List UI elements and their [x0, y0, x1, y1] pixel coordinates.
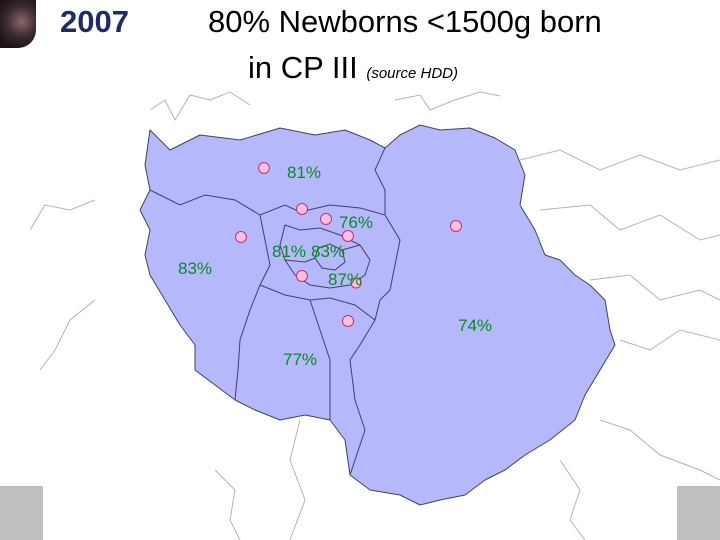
border-south-inner — [309, 299, 331, 420]
marker-south-east — [342, 315, 354, 327]
outer-borders — [29, 91, 720, 540]
border-inner-2 — [341, 244, 361, 251]
border-south — [259, 284, 376, 321]
marker-east — [450, 220, 462, 232]
border-west — [234, 214, 271, 401]
marker-paris-north — [320, 213, 332, 225]
outer-border-north — [149, 91, 251, 122]
outer-border-east-2 — [539, 204, 720, 241]
pct-label-inner-a: 81% — [272, 242, 307, 261]
outer-border-south-west — [289, 419, 306, 540]
pct-label-north: 81% — [287, 163, 322, 182]
corner-block-right — [677, 486, 720, 540]
marker-west — [235, 231, 247, 243]
outer-border-east-3 — [589, 274, 720, 301]
title-line-2-text: in CP III — [248, 50, 358, 85]
pct-label-west: 83% — [178, 259, 213, 278]
pct-label-paris-east: 76% — [339, 213, 374, 232]
title-source: (source HDD) — [366, 65, 459, 82]
pct-label-inner-c: 87% — [328, 270, 363, 289]
outer-border-south-west-2 — [214, 469, 241, 540]
pct-label-east: 74% — [458, 316, 493, 335]
outer-border-south-east — [599, 419, 720, 481]
outer-border-east-1 — [519, 149, 720, 171]
hospital-markers — [235, 162, 462, 327]
outer-border-west-2 — [29, 199, 96, 231]
region-map — [29, 91, 720, 540]
corner-block-left — [0, 486, 43, 540]
border-paris — [314, 243, 346, 271]
presenter-photo — [0, 0, 36, 48]
border-inner-1 — [284, 257, 316, 263]
marker-north — [258, 162, 270, 174]
border-north-west — [149, 189, 301, 216]
outer-border-north-east — [394, 91, 501, 111]
pct-label-south: 77% — [283, 350, 318, 369]
marker-inner-south-east — [350, 277, 362, 289]
outer-border-west — [39, 299, 96, 371]
department-borders — [149, 147, 401, 476]
title-line-1: 80% Newborns <1500g born — [208, 4, 602, 39]
pct-label-inner-b: 83% — [311, 242, 346, 261]
marker-paris-east — [342, 230, 354, 242]
region-outline — [139, 124, 616, 506]
year-label: 2007 — [60, 4, 129, 39]
marker-inner-south — [296, 270, 308, 282]
title-line-2: in CP III (source HDD) — [248, 50, 458, 86]
outer-border-east-4 — [619, 329, 720, 351]
outer-border-south — [559, 459, 586, 540]
marker-north-inner — [296, 203, 308, 215]
